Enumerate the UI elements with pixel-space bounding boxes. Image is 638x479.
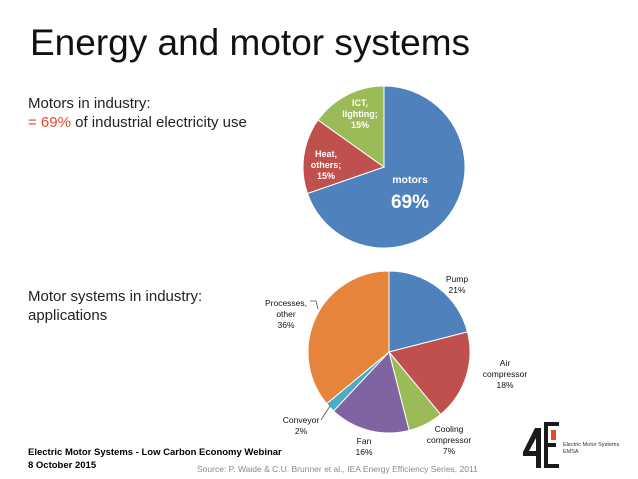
pie1-label-motors: motors [392,174,428,186]
pie-slice-pump [388,270,469,353]
pie1-label-heat-others: Heat, others; 15% [311,149,342,181]
pie2-label-fan: Fan 16% [355,436,372,457]
footer-event-date: 8 October 2015 [28,460,97,471]
pie-slice-air-compressor [388,331,471,416]
pie2-label-cooling-compressor: Cooling compressor 7% [427,424,472,456]
motors-share-description: of industrial electricity use [70,114,247,131]
footer-event: Electric Motor Systems - Low Carbon Econ… [28,446,282,472]
pie2-label-pump: Pump 21% [446,274,468,295]
pie-chart-2: Pump 21% Air compressor 18% Cooling compressor… [265,270,528,457]
pie2-leader-processes [310,300,319,310]
logo-4e-mark [523,422,559,468]
pie1-value-motors: 69% [391,192,429,213]
applications-summary: Motor systems in industry: applications [28,287,202,325]
motors-share-value: = 69% [28,114,71,131]
pie-slice-heat-others [302,119,386,195]
motors-summary-value-line: = 69% of industrial electricity use [28,113,247,132]
pie2-label-conveyor: Conveyor 2% [283,415,320,436]
pie-slice-motors [306,85,466,249]
pie-slice-processes-other [307,270,390,405]
pie-slice-fan [332,350,410,434]
motors-summary-heading: Motors in industry: [28,95,151,112]
logo-text-line1: Electric Motor Systems [563,442,620,448]
source-note: Source: P. Waide & C.U. Brunner et al., … [197,464,478,474]
applications-subheading: applications [28,307,108,324]
motors-summary: Motors in industry: = 69% of industrial … [28,94,247,132]
pie2-leader-conveyor [320,405,331,421]
logo-text-line2: EMSA [563,449,579,455]
pie1-label-ict-lighting: ICT, lighting; 15% [342,98,378,130]
applications-heading: Motor systems in industry: [28,288,203,305]
pie-slice-ict-lighting [317,85,385,168]
pie-chart-1: motors 69% Heat, others; 15%ICT, lighting; 15% [302,85,466,249]
footer-event-title: Electric Motor Systems - Low Carbon Econ… [28,447,282,458]
emsa-logo: Electric Motor Systems EMSA [521,420,629,470]
logo-text: Electric Motor Systems EMSA [563,442,619,456]
pie2-label-air-compressor: Air compressor 18% [483,358,528,390]
pie2-label-processes-other: Processes, other 36% [265,298,307,330]
slide-title: Energy and motor systems [30,22,471,63]
